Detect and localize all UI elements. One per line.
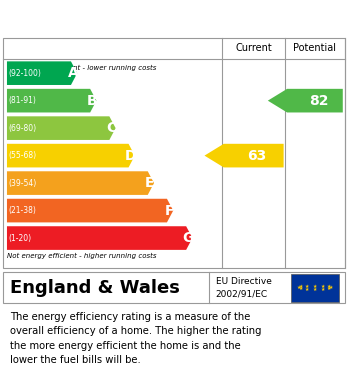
Text: ★: ★ bbox=[299, 285, 303, 289]
Polygon shape bbox=[7, 144, 135, 167]
Text: ★: ★ bbox=[321, 287, 325, 292]
Text: (39-54): (39-54) bbox=[9, 179, 37, 188]
Text: ★: ★ bbox=[327, 286, 331, 291]
Text: ★: ★ bbox=[305, 284, 309, 289]
Polygon shape bbox=[7, 199, 173, 222]
Text: Not energy efficient - higher running costs: Not energy efficient - higher running co… bbox=[7, 253, 157, 259]
Text: Energy Efficiency Rating: Energy Efficiency Rating bbox=[10, 11, 220, 25]
Polygon shape bbox=[268, 89, 343, 113]
Text: ★: ★ bbox=[297, 285, 301, 290]
Text: ★: ★ bbox=[327, 285, 331, 289]
Text: (69-80): (69-80) bbox=[9, 124, 37, 133]
Text: E: E bbox=[145, 176, 155, 190]
Text: Very energy efficient - lower running costs: Very energy efficient - lower running co… bbox=[7, 65, 156, 72]
Text: G: G bbox=[183, 231, 194, 245]
Polygon shape bbox=[7, 61, 77, 85]
Text: B: B bbox=[87, 94, 98, 108]
Text: ★: ★ bbox=[321, 284, 325, 289]
Polygon shape bbox=[7, 226, 192, 250]
Text: ★: ★ bbox=[313, 287, 317, 292]
Text: A: A bbox=[68, 66, 79, 80]
Text: C: C bbox=[106, 121, 117, 135]
Text: ★: ★ bbox=[299, 286, 303, 291]
Polygon shape bbox=[205, 144, 284, 167]
Polygon shape bbox=[7, 171, 154, 195]
Text: (81-91): (81-91) bbox=[9, 96, 37, 105]
Text: (55-68): (55-68) bbox=[9, 151, 37, 160]
Text: England & Wales: England & Wales bbox=[10, 279, 180, 297]
Text: 82: 82 bbox=[309, 94, 328, 108]
Text: Potential: Potential bbox=[293, 43, 337, 53]
Text: (21-38): (21-38) bbox=[9, 206, 37, 215]
Text: (1-20): (1-20) bbox=[9, 233, 32, 242]
Text: ★: ★ bbox=[313, 284, 317, 289]
Text: Current: Current bbox=[235, 43, 272, 53]
Bar bbox=[291, 274, 339, 301]
Text: ★: ★ bbox=[305, 287, 309, 292]
Text: The energy efficiency rating is a measure of the
overall efficiency of a home. T: The energy efficiency rating is a measur… bbox=[10, 312, 262, 365]
Text: ★: ★ bbox=[329, 285, 333, 290]
Polygon shape bbox=[7, 116, 116, 140]
Text: (92-100): (92-100) bbox=[9, 69, 41, 78]
Text: F: F bbox=[164, 204, 174, 217]
Polygon shape bbox=[7, 89, 96, 113]
Text: EU Directive
2002/91/EC: EU Directive 2002/91/EC bbox=[216, 277, 272, 298]
Text: 63: 63 bbox=[247, 149, 267, 163]
Text: D: D bbox=[125, 149, 136, 163]
